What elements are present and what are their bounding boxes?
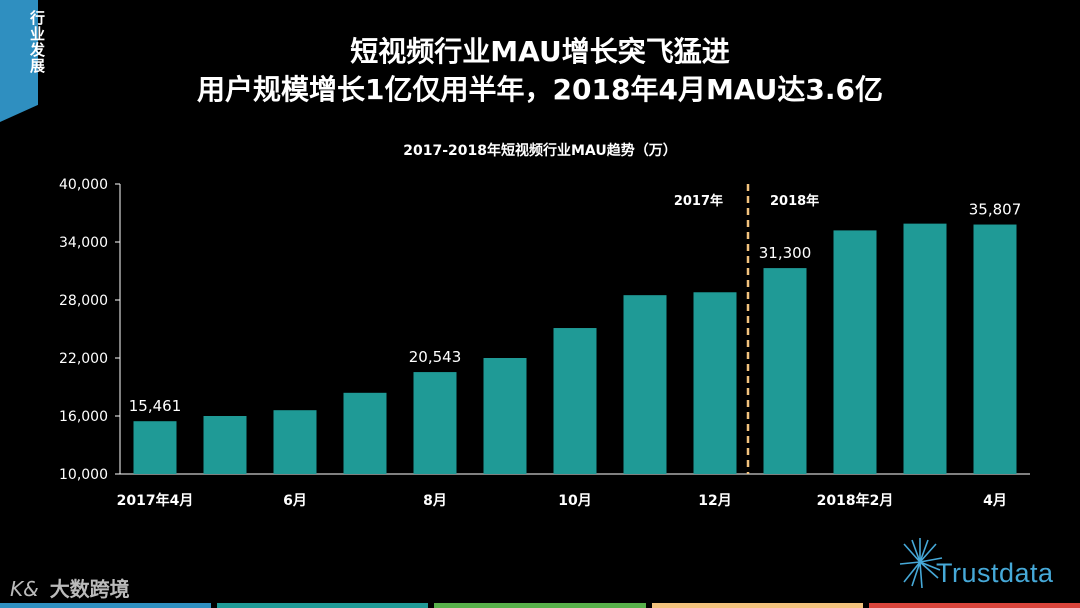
side-tag-label: 行业发展 bbox=[28, 10, 46, 74]
x-tick-label: 8月 bbox=[423, 493, 447, 509]
data-label: 20,543 bbox=[409, 348, 462, 366]
divider-label-2018: 2018年 bbox=[770, 193, 819, 209]
logo-dashu-mark-icon: K& bbox=[10, 577, 39, 601]
bar bbox=[693, 292, 737, 474]
bar bbox=[903, 223, 947, 474]
bar bbox=[763, 268, 807, 474]
bar bbox=[553, 328, 597, 474]
bar bbox=[273, 410, 317, 474]
y-tick-label: 16,000 bbox=[59, 409, 108, 425]
logo-trustdata: Trustdata bbox=[898, 532, 1068, 592]
bar bbox=[413, 372, 457, 474]
side-tag bbox=[0, 0, 38, 122]
bar bbox=[343, 392, 387, 474]
x-tick-label: 6月 bbox=[283, 493, 307, 509]
data-label: 15,461 bbox=[129, 397, 182, 415]
y-tick-label: 40,000 bbox=[59, 177, 108, 193]
y-tick-label: 10,000 bbox=[59, 467, 108, 483]
bar bbox=[483, 358, 527, 474]
bar bbox=[133, 421, 177, 474]
data-label: 31,300 bbox=[759, 244, 812, 262]
data-label: 35,807 bbox=[969, 201, 1022, 219]
y-tick-label: 34,000 bbox=[59, 235, 108, 251]
bar bbox=[623, 295, 667, 474]
chart-title: 2017-2018年短视频行业MAU趋势（万） bbox=[403, 143, 677, 159]
x-tick-label: 2018年2月 bbox=[817, 492, 894, 509]
logo-trustdata-label: Trustdata bbox=[936, 558, 1054, 588]
y-tick-label: 28,000 bbox=[59, 293, 108, 309]
bar bbox=[203, 416, 247, 474]
y-tick-label: 22,000 bbox=[59, 351, 108, 367]
x-tick-label: 12月 bbox=[698, 493, 731, 509]
logo-dashu: K& 大数跨境 bbox=[10, 573, 130, 602]
divider-label-2017: 2017年 bbox=[674, 193, 723, 209]
bar bbox=[973, 224, 1017, 474]
page-title-line2: 用户规模增长1亿仅用半年，2018年4月MAU达3.6亿 bbox=[197, 73, 883, 106]
x-tick-label: 10月 bbox=[558, 493, 591, 509]
x-tick-label: 4月 bbox=[983, 493, 1007, 509]
trustdata-burst-icon bbox=[899, 538, 943, 589]
bar bbox=[833, 230, 877, 474]
bottom-color-strip bbox=[0, 603, 1080, 608]
logo-dashu-label: 大数跨境 bbox=[49, 577, 130, 601]
page-title-line1: 短视频行业MAU增长突飞猛进 bbox=[350, 35, 730, 68]
x-tick-label: 2017年4月 bbox=[117, 492, 194, 509]
